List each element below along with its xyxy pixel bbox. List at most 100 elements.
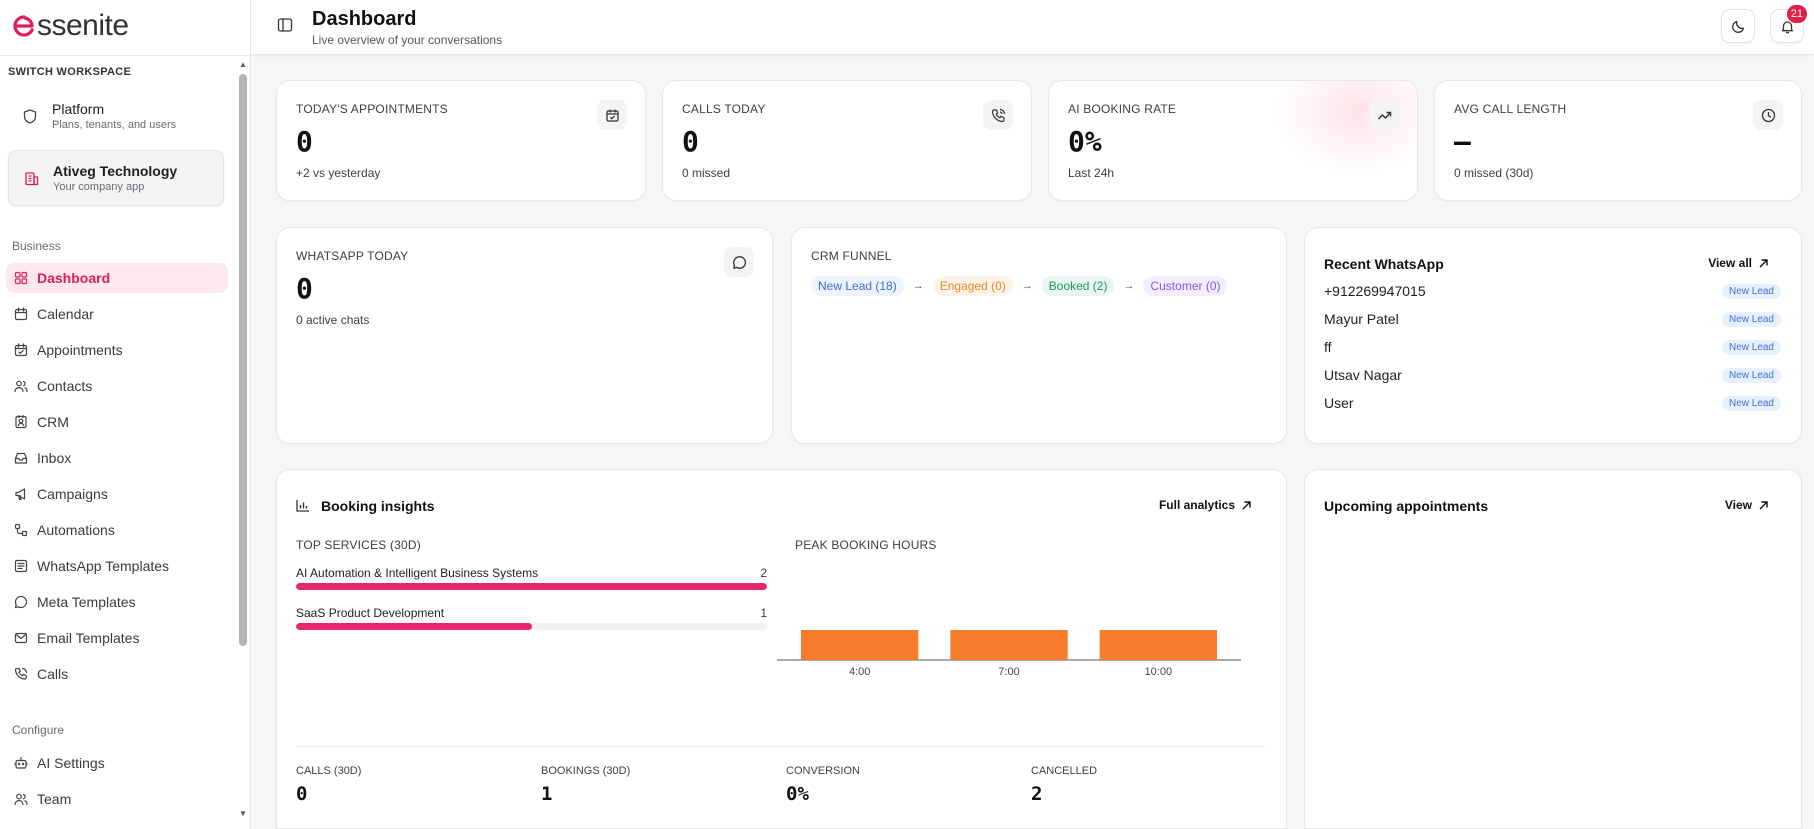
funnel-stage[interactable]: New Lead (18): [811, 276, 904, 296]
page-subtitle: Live overview of your conversations: [312, 33, 503, 47]
sidebar-item-appointments[interactable]: Appointments: [6, 335, 228, 365]
bell-icon: [1781, 20, 1793, 34]
sidebar-item-contacts[interactable]: Contacts: [6, 371, 228, 401]
switch-workspace-label: SWITCH WORKSPACE: [8, 66, 132, 78]
chart-bar[interactable]: [1099, 630, 1217, 660]
stat-label: AI BOOKING RATE: [1068, 102, 1177, 116]
arrow-up-right-icon: [1759, 500, 1768, 509]
arrow-up-right-icon: [1242, 500, 1251, 509]
stat-value: 0: [682, 125, 699, 158]
stat-sub: +2 vs yesterday: [296, 166, 381, 180]
funnel-arrow: →: [1123, 280, 1135, 292]
contact-card-icon: [14, 415, 28, 429]
funnel-stage[interactable]: Engaged (0): [932, 276, 1013, 296]
team-icon: [14, 792, 28, 806]
funnel-stage[interactable]: Customer (0): [1143, 276, 1228, 296]
status-badge: New Lead: [1721, 339, 1781, 355]
sidebar-item-whatsapp-templates[interactable]: WhatsApp Templates: [6, 551, 228, 581]
scroll-up-icon[interactable]: ▲: [239, 60, 247, 69]
sidebar-item-meta-templates[interactable]: Meta Templates: [6, 587, 228, 617]
view-appointments-label: View: [1724, 498, 1752, 512]
sidebar-item-calls[interactable]: Calls: [6, 659, 228, 689]
crm-funnel-label: CRM FUNNEL: [811, 249, 892, 263]
sidebar-item-label: Calendar: [37, 306, 94, 322]
metric-value: 0%: [786, 783, 809, 805]
sidebar-item-calendar[interactable]: Calendar: [6, 299, 228, 329]
sidebar-item-label: Team: [37, 791, 72, 807]
sidebar-item-dashboard[interactable]: Dashboard: [6, 263, 228, 293]
calendar-check-icon: [14, 343, 28, 357]
status-badge: New Lead: [1721, 395, 1781, 411]
chart-tick-label: 7:00: [998, 666, 1019, 678]
view-all-label: View all: [1708, 256, 1752, 270]
stat-value: 0%: [1068, 125, 1102, 158]
stat-label: CALLS TODAY: [682, 102, 766, 116]
users-icon: [14, 379, 28, 393]
workspace-subtitle: Your company app: [53, 181, 145, 193]
view-all-link[interactable]: View all: [1708, 256, 1769, 270]
clock-icon: [1753, 100, 1783, 130]
sidebar-item-team[interactable]: Team: [6, 784, 228, 814]
status-badge: New Lead: [1721, 367, 1781, 383]
scroll-down-icon[interactable]: ▼: [239, 809, 247, 818]
inbox-icon: [14, 451, 28, 465]
building-icon: [23, 170, 39, 186]
workspace-platform[interactable]: Platform Plans, tenants, and users: [8, 88, 224, 144]
sidebar-item-label: WhatsApp Templates: [37, 558, 170, 574]
workspace-company[interactable]: Ativeg Technology Your company app: [8, 150, 224, 206]
sidebar-item-automations[interactable]: Automations: [6, 515, 228, 545]
service-progress-track: [296, 583, 767, 590]
sidebar-item-label: Inbox: [37, 450, 72, 466]
chart-bar[interactable]: [950, 630, 1068, 660]
theme-toggle-button[interactable]: [1721, 9, 1755, 43]
funnel-arrow: →: [1021, 280, 1033, 292]
phone-icon: [14, 667, 28, 681]
sidebar-item-label: Calls: [37, 666, 69, 682]
metric-label: CALLS (30D): [296, 765, 362, 777]
notifications-button[interactable]: 21: [1770, 5, 1807, 43]
upcoming-appointments-card: Upcoming appointments View: [1304, 469, 1802, 829]
sidebar-item-crm[interactable]: CRM: [6, 407, 228, 437]
sidebar-item-label: Dashboard: [37, 270, 111, 286]
list-item[interactable]: Mayur Patel New Lead: [1324, 309, 1781, 329]
metric-label: BOOKINGS (30D): [541, 765, 631, 777]
stat-sub: Last 24h: [1068, 166, 1115, 180]
business-section-label: Business: [12, 239, 61, 253]
list-item[interactable]: +912269947015 New Lead: [1324, 281, 1781, 301]
crm-funnel-card: CRM FUNNEL New Lead (18) → Engaged (0) → Boo…: [791, 227, 1287, 444]
card-glow: [1267, 81, 1417, 181]
sidebar-item-campaigns[interactable]: Campaigns: [6, 479, 228, 509]
sidebar-scrollbar-thumb[interactable]: [239, 74, 247, 646]
list-item[interactable]: ff New Lead: [1324, 337, 1781, 357]
sidebar-toggle-icon[interactable]: [277, 17, 293, 33]
brand-logo[interactable]: ssenite: [12, 9, 129, 42]
sidebar-item-ai-settings[interactable]: AI Settings: [6, 748, 228, 778]
list-item[interactable]: Utsav Nagar New Lead: [1324, 365, 1781, 385]
stat-card-booking-rate: AI BOOKING RATE 0% Last 24h: [1048, 80, 1418, 201]
funnel-stage[interactable]: Booked (2): [1041, 276, 1115, 296]
stat-card-call-length: AVG CALL LENGTH – 0 missed (30d): [1434, 80, 1802, 201]
stat-sub: 0 active chats: [296, 313, 370, 327]
contact-name: Utsav Nagar: [1324, 367, 1402, 383]
sidebar-item-email-templates[interactable]: Email Templates: [6, 623, 228, 653]
bot-icon: [14, 756, 28, 770]
sidebar-item-inbox[interactable]: Inbox: [6, 443, 228, 473]
service-name: SaaS Product Development: [296, 606, 445, 620]
metric-value: 2: [1031, 783, 1043, 805]
calendar-check-icon: [597, 100, 627, 130]
sidebar-divider: [0, 55, 251, 56]
workspace-title: Ativeg Technology: [53, 163, 178, 179]
full-analytics-link[interactable]: Full analytics: [1159, 498, 1252, 512]
service-progress-fill: [296, 583, 767, 590]
chat-bubble-icon: [14, 595, 28, 609]
view-appointments-link[interactable]: View: [1725, 498, 1769, 512]
stat-sub: 0 missed (30d): [1454, 166, 1534, 180]
booking-insights-card: Booking insights Full analytics TOP SERV…: [276, 469, 1287, 829]
list-item[interactable]: User New Lead: [1324, 393, 1781, 413]
chart-bar[interactable]: [801, 630, 919, 660]
stat-label: AVG CALL LENGTH: [1454, 102, 1567, 116]
workflow-icon: [14, 523, 28, 537]
arrow-up-right-icon: [1759, 258, 1768, 267]
sidebar-item-label: Meta Templates: [37, 594, 136, 610]
message-circle-icon: [724, 247, 754, 277]
